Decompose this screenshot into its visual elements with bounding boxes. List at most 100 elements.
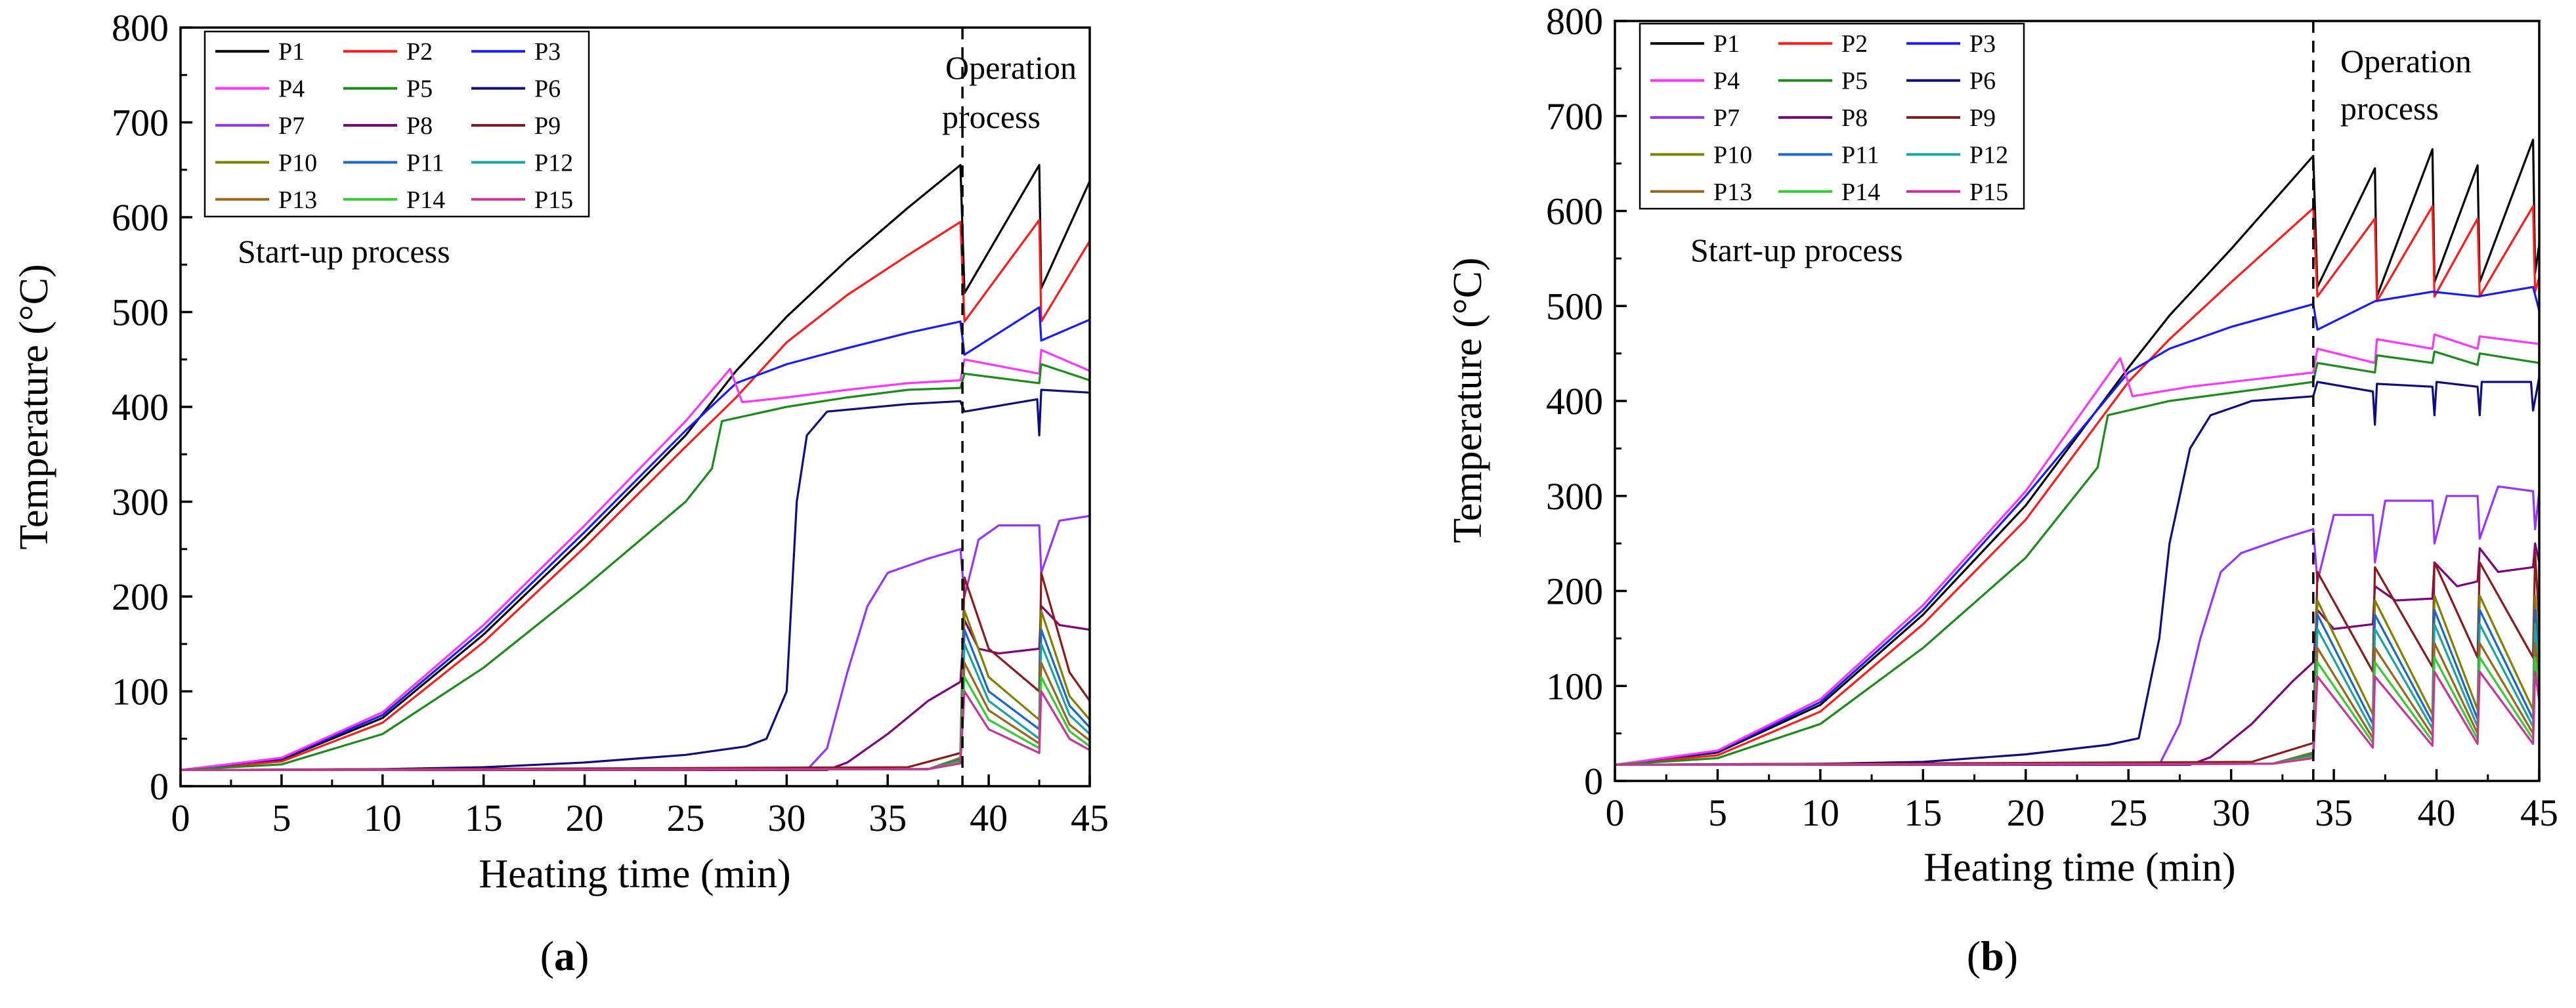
y-tick-label: 0 (150, 765, 169, 808)
y-tick-label: 500 (1546, 285, 1603, 327)
y-tick-label: 500 (112, 291, 169, 334)
panel-letter-a: a (554, 933, 575, 979)
x-tick-label: 45 (2520, 791, 2558, 834)
x-tick-label: 30 (2212, 791, 2250, 834)
x-axis-label-a: Heating time (min) (479, 852, 790, 896)
y-tick-label: 300 (1546, 475, 1603, 518)
series-line-p12 (180, 642, 1091, 771)
legend-label-p1: P1 (1713, 30, 1740, 58)
legend-label-p6: P6 (534, 75, 561, 103)
y-tick-label: 400 (1546, 380, 1603, 423)
panel-letter-b: b (1981, 933, 2004, 979)
series-line-p14 (180, 676, 1090, 771)
x-tick-label: 40 (970, 797, 1008, 839)
x-tick-label: 20 (566, 797, 604, 839)
legend-label-p12: P12 (1969, 141, 2008, 169)
legend-label-p12: P12 (534, 149, 573, 177)
legend-label-p11: P11 (406, 149, 444, 177)
x-tick-label: 10 (364, 797, 402, 839)
legend-label-p4: P4 (1713, 68, 1740, 95)
y-tick-label: 300 (112, 481, 169, 524)
series-line-p3 (1614, 285, 2541, 766)
series-line-p6 (180, 388, 1090, 771)
y-tick-label: 0 (1584, 760, 1603, 803)
series-line-p12 (1614, 623, 2541, 766)
x-tick-label: 20 (2007, 791, 2045, 834)
legend-a: P1 P2 P3 P4 P5 P6 P7 P8 P9 P10 P11 P12 P13 P14 P15 (204, 30, 590, 218)
annotation-process-a: process (942, 98, 1041, 135)
y-tick-label: 200 (1546, 570, 1603, 613)
series-line-p6 (1614, 377, 2541, 766)
y-tick-label: 800 (112, 7, 169, 49)
y-tick-label: 100 (112, 671, 169, 713)
y-axis-label-b: Temperature (°C) (1446, 257, 1490, 543)
legend-label-p13: P13 (278, 186, 317, 214)
annotation-startup-b: Start-up process (1690, 232, 1903, 268)
series-line-p15 (180, 690, 1090, 771)
y-tick-label: 600 (112, 196, 169, 239)
x-tick-label: 5 (1708, 791, 1727, 834)
annotation-process-b: process (2340, 90, 2439, 127)
legend-label-p11: P11 (1841, 141, 1879, 169)
series-line-p7 (181, 514, 1090, 771)
legend-label-p3: P3 (1969, 30, 1996, 58)
legend-label-p1: P1 (278, 38, 305, 66)
legend-label-p5: P5 (406, 75, 433, 103)
x-axis-label-b: Heating time (min) (1923, 845, 2235, 890)
y-tick-label: 600 (1546, 190, 1603, 233)
legend-label-p13: P13 (1713, 178, 1752, 206)
legend-label-p8: P8 (406, 112, 433, 140)
series-line-p4 (180, 348, 1090, 771)
series-line-p1 (180, 163, 1091, 771)
annotation-operation-a: Operation (945, 49, 1077, 86)
legend-label-p15: P15 (1969, 178, 2008, 206)
x-tick-label: 35 (869, 797, 907, 839)
legend-label-p2: P2 (406, 38, 433, 66)
x-tick-label: 15 (1904, 791, 1942, 834)
series-line-p5 (1614, 350, 2540, 766)
series-line-p4 (1614, 333, 2540, 766)
legend-label-p2: P2 (1841, 30, 1868, 58)
legend-label-p3: P3 (534, 38, 561, 66)
x-tick-label: 5 (272, 797, 291, 839)
x-tick-label: 0 (1606, 791, 1625, 834)
chart-panel-b: P1 P2 P3 P4 P5 P6 P7 P8 P9 P10 P11 P12 P13 P14 P15 Sta… (1446, 0, 2558, 979)
series-line-p3 (180, 306, 1090, 771)
legend-label-p14: P14 (1841, 178, 1880, 206)
series-line-p9 (180, 572, 1091, 771)
legend-label-p7: P7 (1713, 104, 1740, 132)
y-tick-label: 200 (112, 576, 169, 618)
x-tick-label: 40 (2418, 791, 2456, 834)
legend-label-p5: P5 (1841, 68, 1868, 95)
y-tick-label: 800 (1546, 0, 1603, 43)
series-line-p5 (180, 363, 1090, 771)
series-line-p8 (1615, 542, 2541, 766)
legend-b: P1 P2 P3 P4 P5 P6 P7 P8 P9 P10 P11 P12 P13 P14 P15 (1639, 22, 2025, 210)
y-tick-label: 100 (1546, 665, 1603, 707)
x-tick-label: 45 (1071, 797, 1109, 839)
x-tick-label: 10 (1801, 791, 1839, 834)
x-tick-label: 25 (666, 797, 704, 839)
chart-panel-a: P1 P2 P3 P4 P5 P6 P7 P8 P9 P10 P11 P12 P13 P14 P15 Sta… (12, 7, 1109, 979)
legend-label-p8: P8 (1841, 104, 1868, 132)
x-tick-label: 15 (465, 797, 503, 839)
legend-label-p4: P4 (278, 75, 305, 103)
panel-label-a: (a) (540, 933, 590, 979)
legend-label-p7: P7 (278, 112, 305, 140)
series-line-p2 (1614, 205, 2541, 766)
x-tick-label: 0 (171, 797, 190, 839)
x-tick-label: 35 (2315, 791, 2353, 834)
y-tick-label: 700 (1546, 95, 1603, 138)
series-line-p2 (180, 219, 1091, 771)
legend-label-p6: P6 (1969, 68, 1996, 95)
panel-label-b: (b) (1967, 933, 2018, 979)
legend-label-p14: P14 (406, 186, 445, 214)
y-axis-label-a: Temperature (°C) (12, 264, 56, 549)
legend-label-p9: P9 (534, 112, 561, 140)
annotation-operation-b: Operation (2340, 43, 2472, 79)
annotation-startup-a: Start-up process (238, 233, 450, 270)
x-tick-label: 30 (767, 797, 805, 839)
y-tick-label: 700 (112, 102, 169, 144)
x-tick-label: 25 (2109, 791, 2147, 834)
series-line-p7 (1615, 485, 2541, 766)
